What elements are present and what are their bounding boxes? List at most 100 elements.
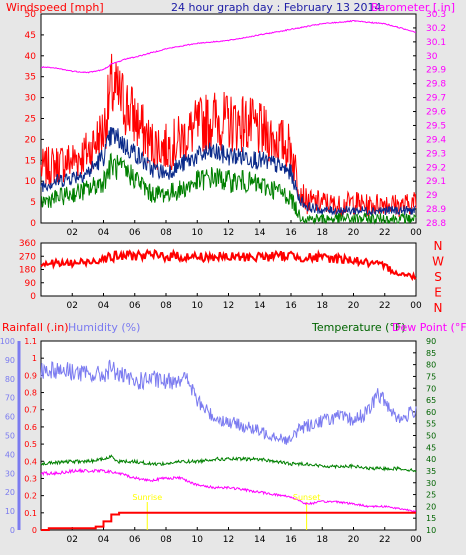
temperature-y-tick-label: 90: [426, 337, 436, 346]
wind-y-tick-label: 10: [25, 177, 37, 187]
wind-y-tick-label: 25: [25, 115, 36, 125]
wind-gust-series: [40, 53, 417, 218]
wind-y-tick-label: 0: [30, 219, 36, 229]
rain-y-tick-label: 1: [32, 354, 37, 363]
wind-y-tick-label: 45: [25, 31, 36, 41]
direction-x-tick-label: 12: [223, 301, 234, 311]
temperature-series: [40, 454, 417, 473]
direction-y-tick-label: 0: [30, 292, 36, 302]
direction-x-tick-label: 16: [285, 301, 297, 311]
rain-temp-x-tick-label: 10: [192, 535, 204, 545]
direction-x-tick-label: 06: [129, 301, 141, 311]
direction-x-tick-label: 20: [348, 301, 360, 311]
direction-x-tick-label: 14: [254, 301, 266, 311]
humidity-y-tick-label: 40: [5, 450, 15, 459]
wind-speed-series: [41, 152, 417, 225]
wind-x-tick-label: 10: [192, 228, 204, 238]
wind-y-tick-label: 50: [25, 10, 37, 20]
wind-y-tick-label: 30: [25, 94, 37, 104]
wind-x-tick-label: 22: [379, 228, 390, 238]
rain-y-tick-label: 0.1: [24, 509, 37, 518]
temperature-y-tick-label: 35: [426, 467, 436, 476]
temperature-y-tick-label: 75: [426, 372, 436, 381]
temperature-y-tick-label: 40: [426, 455, 436, 464]
direction-x-tick-label: 08: [160, 301, 172, 311]
rain-y-tick-label: 0.6: [24, 423, 37, 432]
temperature-y-tick-label: 45: [426, 443, 436, 452]
rain-y-tick-label: 0.3: [24, 474, 37, 483]
barometer-y-tick-label: 29.4: [426, 135, 446, 145]
rain-temp-x-tick-label: 20: [348, 535, 360, 545]
chart-title: 24 hour graph day : February 13 2014: [171, 1, 382, 14]
rain-temp-panel: [40, 340, 417, 531]
direction-y-tick-label: 180: [19, 266, 36, 276]
temperature-axis-title: Temperature (°F): [311, 321, 406, 334]
barometer-y-tick-label: 30.3: [426, 10, 446, 20]
wind-x-tick-label: 04: [98, 228, 110, 238]
barometer-y-tick-label: 29.6: [426, 108, 446, 118]
compass-label: S: [434, 270, 442, 284]
barometer-axis-title: Barometer [.in]: [371, 1, 455, 14]
barometer-y-tick-label: 28.9: [426, 205, 446, 215]
wind-x-tick-label: 14: [254, 228, 266, 238]
temperature-y-tick-label: 55: [426, 420, 436, 429]
dew-point-axis-title: Dew Point (°F): [392, 321, 466, 334]
direction-panel: [40, 242, 417, 297]
wind-x-tick-label: 08: [160, 228, 172, 238]
humidity-y-tick-label: 20: [5, 488, 15, 497]
barometer-y-tick-label: 30: [426, 52, 438, 62]
humidity-y-tick-label: 30: [5, 469, 15, 478]
compass-label: N: [434, 301, 443, 315]
direction-y-tick-label: 90: [25, 279, 37, 289]
humidity-y-tick-label: 70: [5, 394, 15, 403]
wind-x-tick-label: 18: [317, 228, 329, 238]
humidity-axis-title: Humidity (%): [68, 321, 140, 334]
wind-y-tick-label: 40: [25, 52, 37, 62]
direction-x-tick-label: 10: [192, 301, 204, 311]
temperature-y-tick-label: 80: [426, 361, 436, 370]
barometer-y-tick-label: 29.9: [426, 66, 446, 76]
humidity-y-tick-label: 80: [5, 375, 15, 384]
rain-y-tick-label: 0.8: [24, 389, 37, 398]
wind-x-tick-label: 16: [285, 228, 297, 238]
direction-x-tick-label: 04: [98, 301, 110, 311]
rain-y-tick-label: 0.5: [24, 440, 37, 449]
rain-temp-x-tick-label: 08: [160, 535, 172, 545]
barometer-series: [41, 19, 417, 74]
rain-y-tick-label: 0.9: [24, 371, 37, 380]
direction-y-tick-label: 360: [19, 239, 36, 249]
rain-y-tick-label: 0: [32, 526, 37, 535]
direction-x-tick-label: 02: [67, 301, 78, 311]
barometer-y-tick-label: 30.2: [426, 24, 446, 34]
wind-x-tick-label: 02: [67, 228, 78, 238]
wind-x-tick-label: 20: [348, 228, 360, 238]
rain-temp-x-tick-label: 02: [67, 535, 78, 545]
temperature-y-tick-label: 70: [426, 384, 436, 393]
rain-y-tick-label: 1.1: [24, 337, 37, 346]
barometer-y-tick-label: 29.2: [426, 163, 446, 173]
wind-x-tick-label: 00: [410, 228, 422, 238]
temperature-y-tick-label: 30: [426, 479, 436, 488]
rain-temp-x-tick-label: 22: [379, 535, 390, 545]
sunrise-label: Sunrise: [132, 493, 162, 502]
rainfall-axis-title: Rainfall (.in): [2, 321, 69, 334]
rain-temp-x-tick-label: 12: [223, 535, 234, 545]
direction-x-tick-label: 18: [317, 301, 329, 311]
humidity-y-tick-label: 0: [10, 526, 15, 535]
humidity-y-tick-label: 90: [5, 356, 15, 365]
wind-x-tick-label: 12: [223, 228, 234, 238]
sunset-label: Sunset: [293, 493, 320, 502]
wind-direction-series: [40, 248, 417, 282]
rain-temp-x-tick-label: 04: [98, 535, 110, 545]
wind-y-tick-label: 35: [25, 73, 36, 83]
barometer-y-tick-label: 29.1: [426, 177, 446, 187]
rain-temp-x-tick-label: 18: [317, 535, 329, 545]
barometer-y-tick-label: 28.8: [426, 219, 446, 229]
wind-y-tick-label: 20: [25, 135, 37, 145]
humidity-y-tick-label: 10: [5, 507, 15, 516]
direction-x-tick-label: 22: [379, 301, 390, 311]
temperature-y-tick-label: 25: [426, 491, 436, 500]
wind-y-tick-label: 5: [30, 198, 36, 208]
temperature-y-tick-label: 60: [426, 408, 436, 417]
barometer-y-tick-label: 29.7: [426, 94, 446, 104]
